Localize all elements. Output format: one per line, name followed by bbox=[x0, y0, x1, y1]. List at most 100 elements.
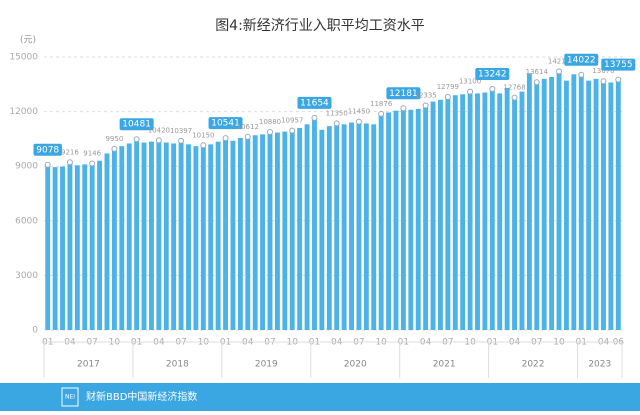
year-label: 2018 bbox=[166, 360, 189, 370]
value-label: 12181 bbox=[389, 89, 418, 99]
value-label: 10541 bbox=[211, 119, 240, 129]
bar bbox=[534, 82, 540, 331]
value-label: 13755 bbox=[604, 60, 633, 70]
value-label: 9950 bbox=[105, 135, 123, 143]
bar bbox=[467, 91, 473, 330]
bar bbox=[82, 164, 88, 330]
point-marker bbox=[178, 137, 185, 144]
bar bbox=[363, 123, 369, 331]
bar bbox=[200, 145, 206, 330]
label-box bbox=[33, 143, 62, 156]
point-marker bbox=[355, 118, 362, 125]
point-marker bbox=[400, 105, 407, 112]
label-box bbox=[564, 53, 599, 66]
bar bbox=[215, 141, 221, 330]
point-marker bbox=[333, 120, 340, 127]
bar bbox=[438, 99, 443, 331]
y-tick-label: 9000 bbox=[15, 162, 38, 172]
bar bbox=[445, 97, 451, 330]
point-marker bbox=[111, 145, 118, 152]
label-box bbox=[386, 87, 421, 100]
bar bbox=[171, 143, 177, 330]
bar bbox=[289, 130, 295, 330]
bar bbox=[593, 78, 599, 330]
bar bbox=[578, 74, 584, 331]
value-label: 10612 bbox=[237, 123, 259, 131]
bar bbox=[356, 121, 362, 330]
bar bbox=[460, 94, 466, 330]
bar bbox=[267, 131, 273, 330]
bar bbox=[452, 95, 458, 330]
bar bbox=[67, 162, 73, 330]
bar bbox=[519, 91, 525, 330]
label-box bbox=[297, 96, 332, 109]
bar bbox=[52, 167, 58, 330]
point-marker bbox=[444, 94, 451, 101]
year-label: 2023 bbox=[588, 360, 611, 370]
bar bbox=[586, 80, 592, 330]
value-label: 9078 bbox=[36, 145, 59, 155]
bar bbox=[489, 88, 495, 330]
label-box bbox=[475, 67, 510, 80]
value-label: 9146 bbox=[83, 150, 101, 158]
bar bbox=[208, 144, 214, 330]
bar bbox=[126, 143, 132, 330]
bar bbox=[60, 166, 65, 330]
value-label: 10481 bbox=[122, 120, 151, 130]
value-label: 9216 bbox=[61, 148, 79, 156]
bar bbox=[230, 140, 236, 330]
year-label: 2020 bbox=[344, 360, 367, 370]
bar bbox=[430, 101, 436, 330]
value-label: 14022 bbox=[567, 55, 596, 65]
y-tick-label: 15000 bbox=[9, 53, 38, 63]
bar bbox=[601, 81, 606, 331]
value-label: 13242 bbox=[478, 69, 507, 79]
bar bbox=[111, 148, 117, 330]
value-label: 12799 bbox=[437, 83, 459, 91]
point-marker bbox=[467, 88, 474, 95]
point-marker bbox=[244, 133, 251, 140]
point-marker bbox=[600, 78, 607, 85]
y-tick-label: 6000 bbox=[15, 216, 38, 226]
bar bbox=[512, 97, 517, 330]
bar bbox=[541, 78, 547, 330]
bar bbox=[274, 132, 280, 330]
logo-box bbox=[61, 387, 79, 407]
bar bbox=[371, 124, 377, 330]
value-label: 10957 bbox=[281, 117, 303, 125]
bar bbox=[186, 144, 191, 330]
point-marker bbox=[66, 159, 73, 166]
point-marker bbox=[155, 137, 162, 144]
bar bbox=[74, 165, 80, 330]
bar bbox=[312, 117, 317, 330]
bar bbox=[119, 146, 125, 330]
bar bbox=[163, 142, 169, 330]
bar bbox=[89, 163, 95, 330]
label-box bbox=[119, 118, 154, 131]
point-marker bbox=[222, 135, 229, 142]
bar bbox=[156, 140, 162, 330]
point-marker bbox=[533, 79, 540, 86]
value-label: 10420 bbox=[148, 126, 170, 134]
point-marker bbox=[489, 85, 496, 92]
bar bbox=[304, 124, 310, 330]
bar bbox=[134, 139, 140, 330]
bar bbox=[326, 126, 332, 330]
bar bbox=[415, 108, 421, 331]
bar bbox=[386, 112, 392, 330]
point-marker bbox=[89, 160, 96, 167]
value-label: 13614 bbox=[526, 68, 549, 76]
point-marker bbox=[133, 136, 140, 143]
point-marker bbox=[289, 127, 296, 134]
bar bbox=[45, 164, 51, 330]
value-label: 11654 bbox=[300, 98, 329, 108]
value-label: 11350 bbox=[326, 109, 348, 117]
point-marker bbox=[615, 76, 622, 83]
year-label: 2017 bbox=[77, 360, 100, 370]
bar bbox=[319, 129, 325, 330]
footer-band bbox=[0, 383, 640, 411]
label-box bbox=[601, 58, 636, 71]
value-label: 11876 bbox=[370, 100, 393, 108]
bar bbox=[400, 108, 406, 330]
